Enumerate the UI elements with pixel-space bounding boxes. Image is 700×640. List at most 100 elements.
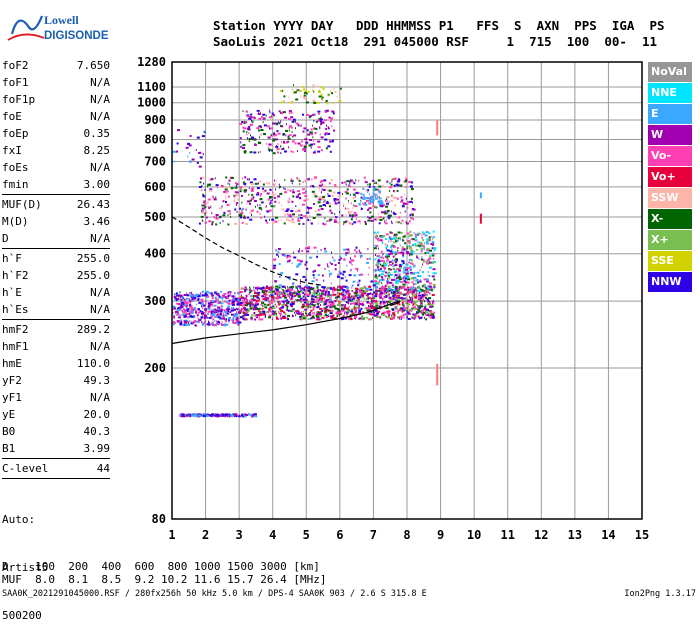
echo-point [260,133,262,136]
echo-point [328,313,330,316]
echo-point [354,214,358,217]
echo-point [234,186,238,189]
echo-point [413,265,416,268]
echo-point [372,189,375,192]
echo-point [377,195,379,198]
echo-point [240,304,242,306]
echo-point [409,254,410,257]
echo-point [181,313,185,316]
parameter-value: 49.3 [83,374,111,387]
echo-point [211,414,214,417]
echo-point [400,259,402,262]
echo-point [313,90,315,93]
echo-point [433,249,436,252]
echo-point [280,120,282,123]
echo-point [385,238,387,240]
echo-point [348,250,350,253]
echo-point [262,298,265,300]
echo-point [239,123,243,125]
echo-point [247,137,248,140]
echo-point [321,290,325,293]
echo-point [401,310,404,313]
echo-point [251,298,255,301]
echo-point [204,413,206,416]
echo-point [352,193,355,196]
echo-point [420,311,423,313]
echo-point [382,235,386,238]
echo-point [180,414,183,417]
echo-point [365,203,367,206]
echo-point [237,198,239,201]
echo-point [216,413,219,416]
echo-point [288,146,290,149]
echo-point [367,296,371,299]
echo-point [200,215,204,218]
echo-point [258,125,260,128]
echo-point [386,262,388,265]
echo-point [319,127,321,130]
echo-point [211,223,214,226]
echo-point [308,209,309,212]
echo-point [407,239,411,242]
echo-point [419,297,423,300]
parameter-value: 289.2 [76,323,110,336]
echo-point [389,281,393,284]
echo-point [381,282,383,285]
echo-point [378,222,381,225]
echo-point [313,193,317,196]
echo-point [278,312,282,315]
echo-point [304,279,307,282]
echo-point [204,317,206,320]
echo-point [203,201,206,204]
echo-point [279,314,281,317]
echo-point [309,305,312,308]
echo-point [381,254,383,257]
echo-point [312,315,315,318]
x-tick-label: 12 [534,528,548,542]
echo-point [388,240,389,243]
echo-point [351,297,353,300]
echo-point [350,257,351,260]
echo-point [191,158,195,161]
echo-point [273,114,275,117]
echo-point [343,314,345,317]
echo-point [344,276,346,279]
echo-point [322,204,326,206]
echo-point [261,308,263,311]
echo-point [425,288,428,291]
echo-point [424,306,427,309]
echo-point [237,323,240,326]
echo-point [239,186,243,189]
echo-point [261,288,263,291]
echo-point [358,302,362,305]
echo-point [299,301,302,304]
echo-point [320,179,324,182]
echo-point [347,296,351,299]
echo-point [311,184,313,187]
echo-point [300,298,303,300]
echo-point [201,294,203,297]
echo-point [255,314,259,316]
echo-point [270,133,272,136]
echo-point [249,181,253,184]
echo-point [232,297,234,300]
echo-point [403,269,406,272]
echo-point [427,300,430,302]
echo-point [319,289,322,292]
echo-point [199,318,202,321]
echo-point [313,290,315,293]
echo-point [250,134,251,137]
echo-point [194,414,197,417]
parameter-name: hmE [2,357,22,370]
echo-point [202,307,204,310]
echo-point [246,288,249,291]
echo-point [346,248,350,251]
echo-point [336,289,339,292]
echo-point [285,290,289,293]
x-tick-label: 10 [467,528,481,542]
echo-point [283,291,285,294]
echo-point [242,181,245,184]
parameter-value: 3.99 [83,442,111,455]
echo-point [293,84,294,87]
echo-point [239,207,242,210]
